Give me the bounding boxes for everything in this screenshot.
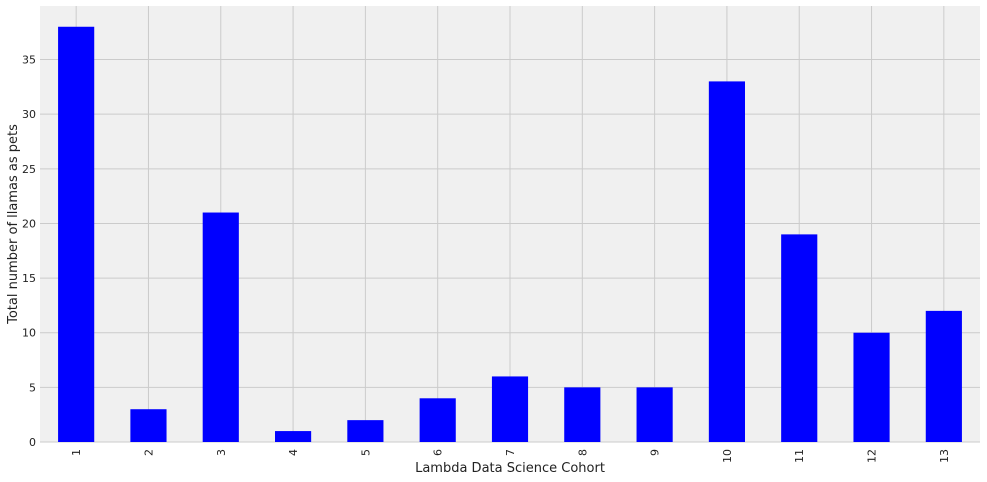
x-tick-label: 10: [721, 449, 734, 463]
x-tick-label: 8: [576, 449, 589, 456]
y-tick-label: 30: [22, 108, 36, 121]
y-axis-label: Total number of llamas as pets: [6, 124, 21, 325]
x-tick-label: 6: [432, 449, 445, 456]
x-tick-labels: 1 2 3 4 5 6 7 8 9 10 11 12 13: [70, 449, 951, 463]
y-tick-label: 25: [22, 163, 36, 176]
y-tick-label: 10: [22, 327, 36, 340]
bar-cohort-11: [781, 234, 818, 442]
bar-cohort-3: [202, 212, 239, 442]
x-tick-label: 1: [70, 449, 83, 456]
x-axis-label: Lambda Data Science Cohort: [415, 461, 605, 476]
y-tick-labels: 0 5 10 15 20 25 30 35: [22, 54, 36, 449]
bar-cohort-6: [419, 398, 456, 442]
x-tick-label: 5: [359, 449, 372, 456]
y-tick-label: 20: [22, 217, 36, 230]
bar-cohort-13: [925, 310, 962, 442]
x-tick-label: 7: [504, 449, 517, 456]
x-tick-label: 9: [649, 449, 662, 456]
y-tick-label: 15: [22, 272, 36, 285]
bar-cohort-12: [853, 332, 890, 442]
x-tick-label: 11: [793, 449, 806, 463]
bar-cohort-10: [708, 81, 745, 442]
bar-cohort-7: [491, 376, 529, 442]
bar-cohort-5: [347, 420, 384, 442]
bar-cohort-9: [636, 387, 673, 442]
x-tick-label: 13: [938, 449, 951, 463]
x-tick-label: 2: [142, 449, 155, 456]
x-tick-label: 4: [287, 449, 300, 456]
x-tick-label: 12: [866, 449, 879, 463]
bar-cohort-1: [58, 26, 95, 443]
x-tick-label: 3: [215, 449, 228, 456]
y-tick-label: 0: [29, 436, 36, 449]
bars: [58, 26, 962, 443]
bar-cohort-4: [275, 431, 312, 442]
bar-cohort-8: [564, 387, 601, 442]
y-tick-label: 35: [22, 54, 36, 67]
y-tick-label: 5: [29, 381, 36, 394]
bar-cohort-2: [130, 409, 167, 442]
